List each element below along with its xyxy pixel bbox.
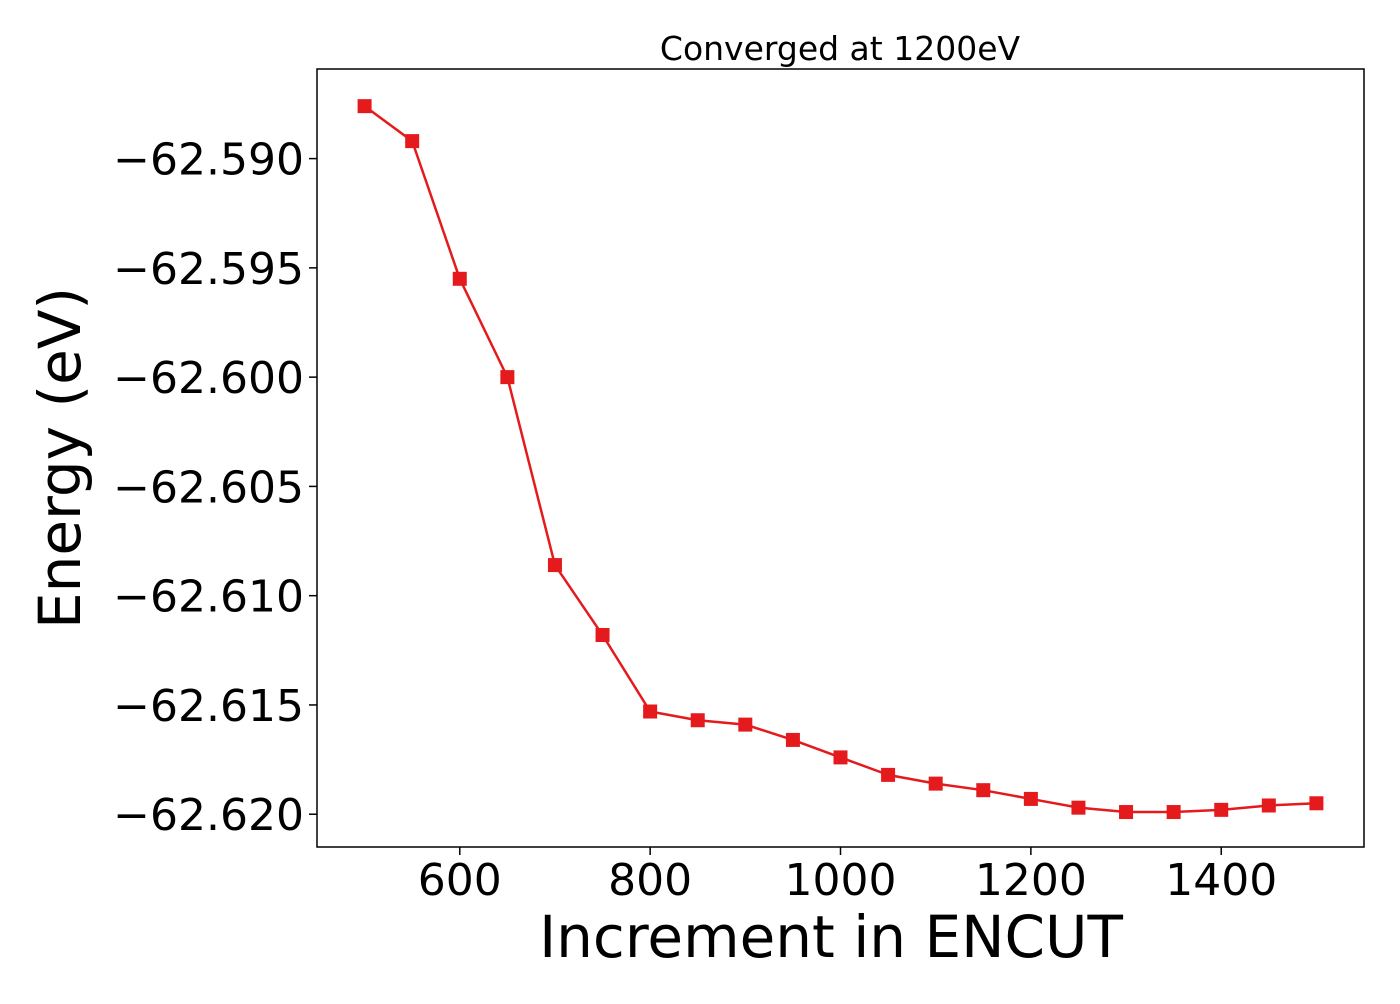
data-point-marker: [928, 776, 943, 791]
data-point-marker: [1261, 798, 1276, 813]
y-tick-label: −62.610: [113, 572, 304, 623]
data-point-marker: [690, 713, 705, 728]
data-point-marker: [357, 99, 372, 114]
x-tick-label: 1200: [975, 855, 1087, 906]
plot-frame: [316, 68, 1365, 848]
data-point-marker: [405, 134, 420, 149]
data-point-marker: [1214, 802, 1229, 817]
y-tick-label: −62.605: [113, 462, 304, 513]
y-axis-ticks: −62.590 −62.595 −62.600 −62.605 −62.610 −62.6…: [113, 135, 317, 841]
data-point-marker: [643, 704, 658, 719]
x-axis-label: Increment in ENCUT: [539, 903, 1123, 971]
data-point-marker: [547, 558, 562, 573]
data-point-marker: [1119, 805, 1134, 820]
y-tick-label: −62.620: [113, 790, 304, 841]
x-tick-label: 1000: [785, 855, 897, 906]
x-tick-label: 1400: [1165, 855, 1277, 906]
y-tick-label: −62.600: [113, 353, 304, 404]
data-point-marker: [1023, 791, 1038, 806]
series-line: [363, 105, 1317, 814]
data-point-marker: [785, 732, 800, 747]
series-line-layer: [363, 105, 1317, 814]
data-point-marker: [500, 370, 515, 385]
x-axis-ticks: 600 800 1000 1200 1400: [418, 847, 1277, 906]
y-tick-label: −62.595: [113, 244, 304, 295]
y-tick-label: −62.590: [113, 135, 304, 186]
y-axis-label: Energy (eV): [26, 287, 94, 629]
data-point-marker: [881, 767, 896, 782]
y-tick-label: −62.615: [113, 681, 304, 732]
markers-layer: [357, 99, 1324, 820]
chart-title: Converged at 1200eV: [660, 29, 1021, 68]
data-point-marker: [452, 271, 467, 286]
data-point-marker: [738, 717, 753, 732]
data-point-marker: [1309, 796, 1324, 811]
x-tick-label: 600: [418, 855, 502, 906]
x-tick-label: 800: [608, 855, 692, 906]
data-point-marker: [1071, 800, 1086, 815]
data-point-marker: [833, 750, 848, 765]
data-point-marker: [595, 628, 610, 643]
data-point-marker: [976, 783, 991, 798]
data-point-marker: [1166, 805, 1181, 820]
